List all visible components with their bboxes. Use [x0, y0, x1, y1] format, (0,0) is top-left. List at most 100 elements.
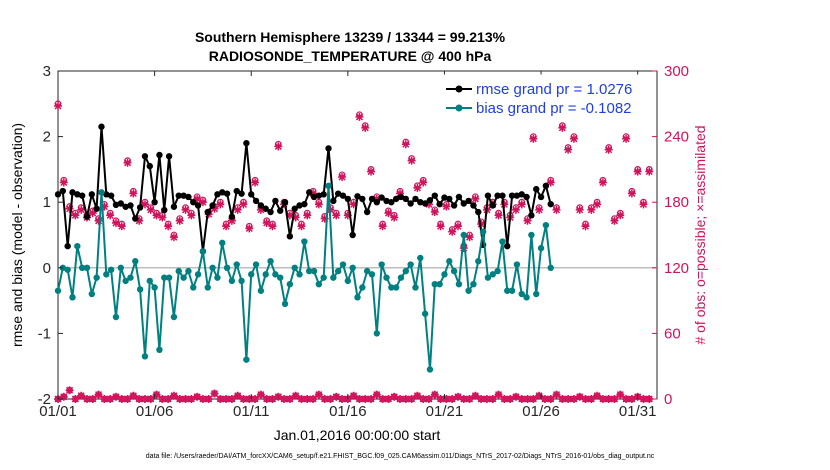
- bias-point: [354, 294, 361, 301]
- rmse-point: [470, 202, 477, 209]
- rmse-point: [363, 208, 371, 216]
- y-left-tick-label: 0: [43, 260, 51, 277]
- rmse-point: [407, 200, 414, 207]
- rmse-point: [122, 203, 129, 210]
- bias-point: [465, 287, 472, 294]
- rmse-point: [450, 202, 458, 209]
- obs-assimilated-marker: [251, 395, 260, 403]
- rmse-point: [291, 205, 298, 212]
- rmse-point: [146, 162, 153, 170]
- obs-assimilated-marker: [332, 211, 341, 220]
- obs-assimilated-marker: [274, 142, 283, 151]
- rmse-point: [436, 200, 443, 208]
- obs-assimilated-marker: [303, 211, 312, 220]
- obs-assimilated-marker: [227, 395, 236, 403]
- rmse-point: [238, 190, 245, 197]
- obs-assimilated-marker: [309, 395, 318, 403]
- obs-assimilated-marker: [552, 205, 561, 214]
- obs-assimilated-marker: [262, 218, 271, 227]
- obs-assimilated-marker: [129, 189, 138, 198]
- obs-assimilated-marker: [338, 173, 347, 182]
- bias-point: [267, 258, 274, 265]
- obs-assimilated-marker: [175, 216, 184, 225]
- obs-assimilated-marker: [564, 145, 573, 154]
- obs-assimilated-marker: [465, 233, 474, 242]
- obs-assimilated-marker: [367, 395, 376, 403]
- rmse-point: [368, 195, 376, 203]
- obs-assimilated-marker: [465, 395, 474, 403]
- obs-assimilated-marker: [517, 200, 526, 209]
- bias-point: [286, 281, 294, 288]
- bias-point: [262, 271, 269, 278]
- chart-title-line1: Southern Hemisphere 13239 / 13344 = 99.2…: [195, 29, 506, 45]
- obs-assimilated-marker: [169, 233, 178, 242]
- y-left-tick-label: 3: [43, 63, 51, 80]
- obs-assimilated-marker: [558, 123, 567, 132]
- bias-point: [479, 228, 487, 235]
- obs-assimilated-marker: [187, 211, 196, 220]
- rmse-point: [175, 192, 182, 199]
- obs-assimilated-marker: [251, 178, 260, 187]
- bias-point: [523, 294, 530, 301]
- rmse-point: [141, 153, 149, 160]
- rmse-point: [136, 204, 144, 211]
- bias-point: [455, 281, 463, 288]
- rmse-point: [281, 199, 289, 206]
- obs-assimilated-marker: [111, 218, 120, 227]
- rmse-point: [431, 192, 438, 199]
- rmse-point: [373, 199, 381, 206]
- obs-assimilated-marker: [372, 390, 381, 399]
- obs-assimilated-marker: [413, 391, 422, 400]
- bias-point: [470, 281, 477, 288]
- obs-assimilated-marker: [622, 134, 631, 143]
- obs-assimilated-marker: [181, 205, 190, 214]
- x-tick-label: 01/26: [522, 403, 560, 420]
- y-right-tick-label: 120: [664, 260, 689, 277]
- bias-point: [161, 274, 168, 281]
- bias-point: [107, 266, 115, 273]
- y-right-axis-label: # of obs: o=possible; ×=assimilated: [692, 125, 708, 344]
- bias-point: [484, 274, 492, 281]
- obs-assimilated-marker: [158, 213, 167, 222]
- obs-assimilated-marker: [610, 216, 619, 225]
- obs-assimilated-marker: [436, 395, 445, 403]
- x-tick-label: 01/06: [136, 403, 174, 420]
- obs-assimilated-marker: [222, 222, 231, 231]
- obs-assimilated-marker: [639, 200, 648, 209]
- rmse-point: [103, 191, 110, 198]
- bias-point: [518, 290, 525, 298]
- bias-point: [373, 330, 381, 337]
- rmse-point: [504, 242, 511, 250]
- obs-assimilated-marker: [482, 395, 491, 403]
- bias-point: [325, 182, 332, 189]
- legend-rmse-label: rmse grand pr = 1.0276: [476, 81, 632, 98]
- obs-assimilated-marker: [59, 178, 68, 187]
- rmse-point: [354, 193, 361, 200]
- rmse-point: [426, 197, 434, 204]
- rmse-point: [277, 207, 284, 214]
- obs-assimilated-marker: [291, 391, 300, 400]
- rmse-point: [228, 213, 236, 220]
- obs-assimilated-marker: [164, 222, 173, 231]
- obs-assimilated-marker: [233, 205, 242, 214]
- bias-point: [368, 271, 376, 278]
- obs-assimilated-marker: [535, 205, 544, 214]
- bias-point: [383, 274, 390, 281]
- bias-point: [127, 274, 134, 281]
- obs-assimilated-marker: [517, 395, 526, 403]
- bias-point: [359, 284, 366, 291]
- rmse-point: [359, 195, 366, 203]
- obs-assimilated-marker: [314, 200, 323, 209]
- rmse-point: [88, 191, 96, 198]
- rmse-point: [248, 191, 255, 198]
- obs-assimilated-marker: [540, 395, 549, 403]
- obs-assimilated-marker: [529, 395, 538, 403]
- y-left-tick-label: -1: [38, 325, 51, 342]
- obs-assimilated-marker: [587, 205, 596, 214]
- bias-point: [78, 264, 86, 271]
- obs-assimilated-marker: [407, 395, 416, 403]
- rmse-point: [54, 191, 62, 198]
- y-right-tick-label: 60: [664, 325, 681, 342]
- x-tick-label: 01/11: [233, 403, 269, 420]
